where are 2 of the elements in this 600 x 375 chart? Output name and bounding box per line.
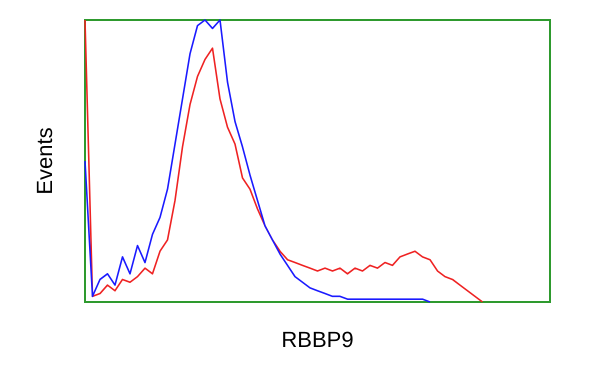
x-axis-title: RBBP9 (281, 327, 354, 352)
y-axis-title: Events (32, 127, 57, 195)
